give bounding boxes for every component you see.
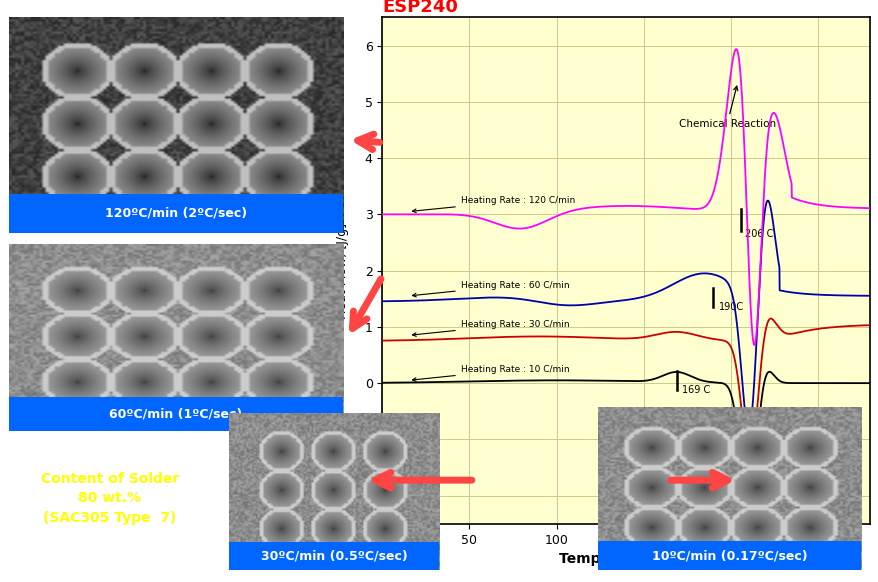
Bar [9, 194, 342, 233]
Text: 169 C: 169 C [681, 385, 709, 395]
Text: 190C: 190C [718, 302, 743, 312]
Text: Content of Solder
80 wt.%
(SAC305 Type  7): Content of Solder 80 wt.% (SAC305 Type 7… [40, 471, 179, 525]
Text: ESP240: ESP240 [382, 0, 457, 16]
Text: 10ºC/min (0.17ºC/sec): 10ºC/min (0.17ºC/sec) [651, 549, 807, 562]
Y-axis label: Heat Flow, [J/g]: Heat Flow, [J/g] [335, 223, 349, 318]
Bar [597, 541, 860, 570]
Text: 30ºC/min (0.5ºC/sec): 30ºC/min (0.5ºC/sec) [261, 550, 407, 563]
Bar [228, 542, 439, 570]
Text: 60ºC/min (1ºC/sec): 60ºC/min (1ºC/sec) [109, 407, 242, 420]
Text: Heating Rate : 120 C/min: Heating Rate : 120 C/min [412, 196, 574, 212]
X-axis label: Temperature [°C]: Temperature [°C] [558, 552, 693, 566]
Text: Heating Rate : 30 C/min: Heating Rate : 30 C/min [412, 320, 569, 336]
Text: Heating Rate : 60 C/min: Heating Rate : 60 C/min [412, 281, 569, 297]
Text: 206 C: 206 C [744, 229, 773, 239]
Bar [9, 397, 342, 431]
Text: 120ºC/min (2ºC/sec): 120ºC/min (2ºC/sec) [104, 207, 247, 220]
Text: Heating Rate : 10 C/min: Heating Rate : 10 C/min [412, 365, 569, 381]
Text: Chemical Reaction: Chemical Reaction [678, 86, 774, 129]
